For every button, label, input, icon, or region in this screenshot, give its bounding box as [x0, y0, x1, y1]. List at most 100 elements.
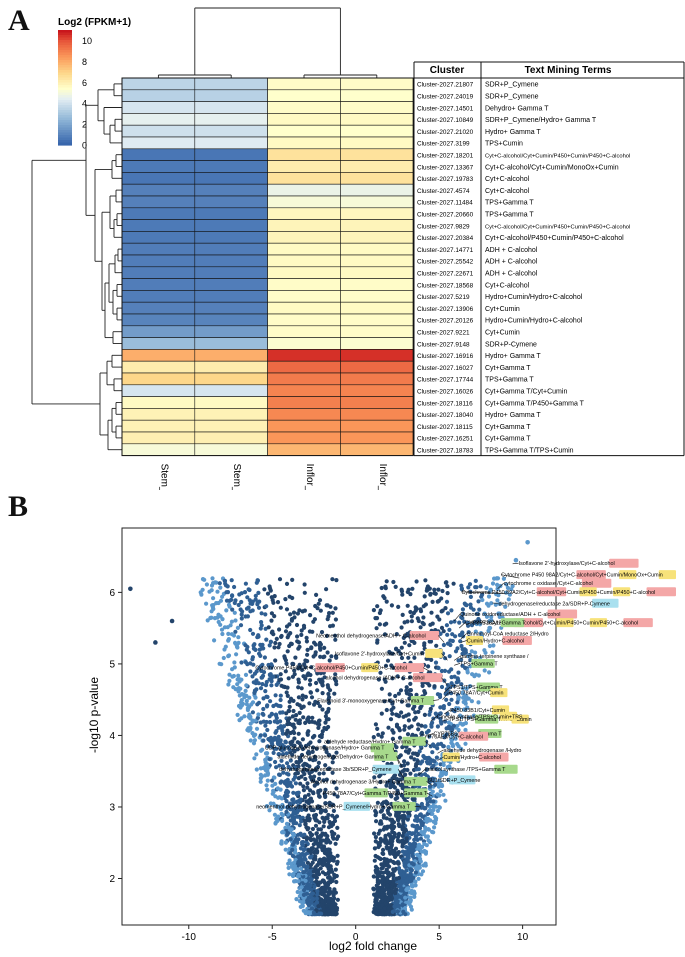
keyword-highlight: [513, 618, 544, 628]
data-point: [394, 722, 400, 727]
data-point: [373, 868, 378, 873]
data-point: [222, 578, 228, 583]
data-point: [331, 820, 336, 825]
data-point: [317, 734, 323, 739]
data-point: [373, 897, 379, 902]
data-point: [407, 850, 412, 855]
data-point: [396, 861, 401, 866]
heatmap-cell: [340, 431, 414, 445]
data-point: [321, 906, 326, 911]
data-point: [381, 899, 386, 904]
data-point: [256, 712, 261, 717]
data-point: [239, 612, 244, 617]
data-point: [287, 708, 292, 714]
data-point: [248, 601, 253, 606]
data-point: [315, 700, 320, 706]
data-point: [455, 723, 460, 728]
data-point: [250, 631, 256, 636]
data-point: [265, 762, 270, 767]
data-point: [417, 749, 422, 754]
data-point: [397, 870, 402, 875]
data-point: [294, 806, 299, 811]
data-point: [317, 718, 322, 723]
colorbar-segment: [58, 115, 72, 119]
data-point: [276, 734, 281, 740]
data-point: [402, 879, 408, 885]
data-point: [418, 859, 423, 864]
data-point: [323, 872, 328, 877]
data-point: [396, 908, 401, 913]
data-point: [417, 826, 423, 831]
data-point: [392, 896, 397, 901]
outlier-point: [525, 540, 530, 545]
data-point: [379, 889, 384, 895]
data-point: [330, 911, 336, 916]
data-point: [487, 618, 492, 624]
data-point: [211, 596, 216, 601]
data-point: [382, 892, 387, 897]
data-point: [408, 681, 413, 687]
data-point: [326, 855, 331, 860]
data-point: [276, 725, 281, 730]
data-point: [373, 911, 378, 916]
data-point: [334, 786, 339, 791]
data-point: [390, 839, 395, 844]
data-point: [408, 789, 413, 794]
data-point: [384, 599, 389, 604]
data-point: [398, 888, 403, 893]
data-point: [384, 579, 389, 584]
data-point: [309, 769, 314, 774]
leader-line: [424, 741, 431, 747]
data-point: [407, 692, 412, 697]
data-point: [386, 874, 391, 879]
data-point: [311, 808, 316, 813]
data-point: [457, 633, 462, 638]
data-point: [305, 878, 310, 883]
data-point: [279, 811, 284, 817]
data-point: [441, 704, 446, 709]
data-point: [287, 747, 292, 752]
data-point: [422, 814, 427, 819]
data-point: [401, 635, 406, 641]
data-point: [422, 662, 427, 668]
data-point: [393, 584, 398, 590]
data-point: [327, 695, 332, 700]
data-point: [282, 654, 287, 659]
data-point: [419, 849, 424, 854]
data-point: [246, 726, 251, 731]
data-point: [311, 791, 316, 796]
data-point: [400, 745, 405, 750]
data-point: [422, 814, 427, 819]
data-point: [329, 897, 334, 903]
data-point: [424, 739, 429, 744]
data-point: [437, 805, 442, 810]
data-point: [391, 902, 397, 908]
colorbar-segment: [58, 120, 72, 124]
data-point: [267, 677, 272, 682]
data-point: [282, 793, 287, 799]
data-point: [407, 842, 412, 847]
data-point: [295, 747, 300, 752]
data-point: [244, 606, 250, 611]
data-point: [468, 664, 473, 669]
data-point: [329, 899, 334, 905]
data-point: [298, 804, 303, 809]
data-point: [423, 602, 428, 607]
data-point: [423, 825, 428, 830]
keyword-highlight: [623, 618, 653, 628]
panel-letter-b: B: [8, 490, 29, 523]
data-point: [506, 597, 511, 602]
data-point: [398, 900, 403, 905]
data-point: [424, 656, 429, 661]
data-point: [393, 853, 398, 858]
data-point: [444, 752, 449, 757]
data-point: [217, 581, 222, 586]
data-point: [405, 816, 410, 821]
data-point: [284, 809, 289, 814]
data-point: [396, 875, 401, 881]
data-point: [449, 728, 454, 733]
data-point: [305, 901, 310, 906]
data-point: [430, 811, 435, 817]
leader-line: [497, 583, 504, 590]
data-point: [293, 857, 298, 862]
